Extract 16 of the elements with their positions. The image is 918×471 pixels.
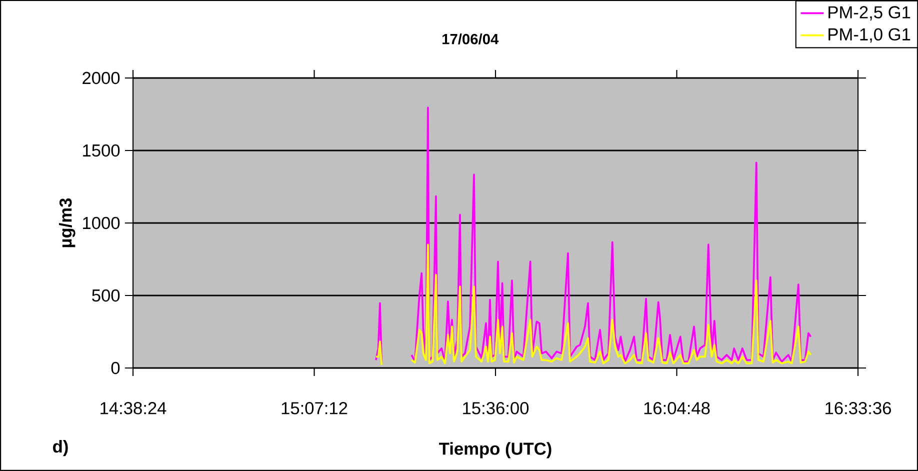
text: d): [53, 440, 68, 456]
y-tick-label: 2000: [82, 72, 120, 84]
legend-label: PM-2,5 G1: [828, 6, 910, 20]
x-tick-label: 14:38:24: [100, 402, 166, 414]
x-tick-label: 15:07:12: [282, 402, 348, 414]
chart-title: 17/06/04: [442, 34, 499, 44]
x-tick-label: 16:04:48: [644, 402, 710, 414]
y-axis-title: µg/m3: [59, 198, 76, 248]
y-tick-label: 500: [92, 289, 120, 302]
y-tick-label: 0: [111, 362, 120, 374]
x-tick-label: 16:33:36: [826, 402, 891, 414]
legend-label: PM-1,0 G1: [828, 28, 910, 43]
x-tick-label: 15:36:00: [463, 402, 529, 414]
y-tick-label: 1000: [83, 216, 120, 230]
y-tick-label: 1500: [83, 144, 120, 157]
x-axis-title: Tiempo (UTC): [439, 442, 552, 458]
